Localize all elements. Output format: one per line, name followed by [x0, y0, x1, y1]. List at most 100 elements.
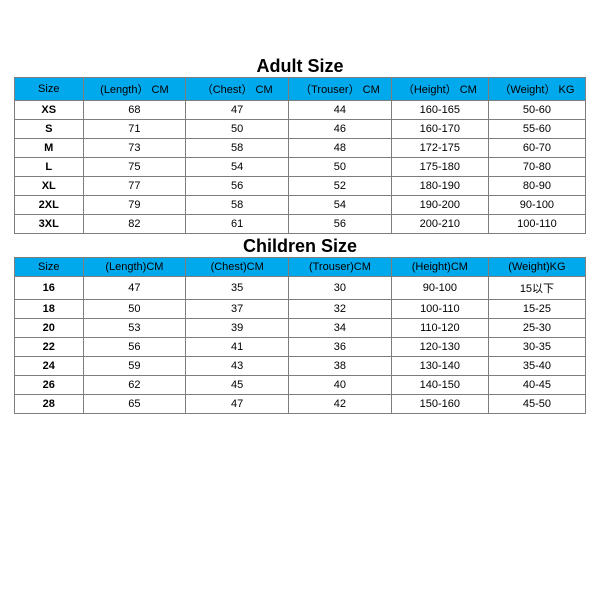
children-col-1: (Length)CM: [83, 258, 186, 277]
table-cell: 15-25: [488, 300, 585, 319]
table-cell: 26: [15, 376, 84, 395]
adult-size-table: Size(Length） CM（Chest） CM（Trouser） CM（He…: [14, 77, 586, 234]
table-cell: 75: [83, 158, 186, 177]
table-cell: 43: [186, 357, 289, 376]
table-row: 22564136120-13030-35: [15, 338, 586, 357]
table-cell: 25-30: [488, 319, 585, 338]
adult-header-row: Size(Length） CM（Chest） CM（Trouser） CM（He…: [15, 78, 586, 101]
table-row: 28654742150-16045-50: [15, 395, 586, 414]
table-cell: 36: [289, 338, 392, 357]
table-cell: 56: [186, 177, 289, 196]
table-cell: 32: [289, 300, 392, 319]
table-cell: 16: [15, 277, 84, 300]
table-cell: 53: [83, 319, 186, 338]
adult-col-3: （Trouser） CM: [289, 78, 392, 101]
children-col-2: (Chest)CM: [186, 258, 289, 277]
table-cell: 52: [289, 177, 392, 196]
table-cell: 60-70: [488, 139, 585, 158]
table-cell: 58: [186, 196, 289, 215]
table-cell: 50: [289, 158, 392, 177]
table-cell: 37: [186, 300, 289, 319]
adult-col-4: （Height） CM: [391, 78, 488, 101]
table-cell: 39: [186, 319, 289, 338]
table-cell: XS: [15, 101, 84, 120]
children-col-4: (Height)CM: [391, 258, 488, 277]
table-cell: 15以下: [488, 277, 585, 300]
table-cell: 47: [186, 395, 289, 414]
table-cell: 34: [289, 319, 392, 338]
table-cell: 90-100: [488, 196, 585, 215]
table-cell: XL: [15, 177, 84, 196]
table-cell: 35-40: [488, 357, 585, 376]
table-cell: 45-50: [488, 395, 585, 414]
table-row: 1647353090-10015以下: [15, 277, 586, 300]
adult-col-0: Size: [15, 78, 84, 101]
table-cell: 175-180: [391, 158, 488, 177]
table-cell: 18: [15, 300, 84, 319]
table-cell: 150-160: [391, 395, 488, 414]
table-cell: 73: [83, 139, 186, 158]
size-chart-canvas: Adult Size Size(Length） CM（Chest） CM（Tro…: [0, 0, 600, 600]
table-cell: 54: [289, 196, 392, 215]
table-cell: 47: [186, 101, 289, 120]
table-cell: 40: [289, 376, 392, 395]
table-row: 24594338130-14035-40: [15, 357, 586, 376]
table-cell: 160-170: [391, 120, 488, 139]
table-cell: 80-90: [488, 177, 585, 196]
children-col-0: Size: [15, 258, 84, 277]
table-cell: 30: [289, 277, 392, 300]
table-cell: 38: [289, 357, 392, 376]
adult-size-title: Adult Size: [14, 56, 586, 77]
children-size-table: Size(Length)CM(Chest)CM(Trouser)CM(Heigh…: [14, 257, 586, 414]
table-cell: 20: [15, 319, 84, 338]
table-cell: 2XL: [15, 196, 84, 215]
table-cell: 55-60: [488, 120, 585, 139]
table-row: S715046160-17055-60: [15, 120, 586, 139]
table-cell: 28: [15, 395, 84, 414]
table-cell: 61: [186, 215, 289, 234]
table-cell: L: [15, 158, 84, 177]
table-cell: 65: [83, 395, 186, 414]
table-cell: 54: [186, 158, 289, 177]
table-cell: 79: [83, 196, 186, 215]
table-cell: 42: [289, 395, 392, 414]
table-cell: S: [15, 120, 84, 139]
children-table-head: Size(Length)CM(Chest)CM(Trouser)CM(Heigh…: [15, 258, 586, 277]
table-cell: 71: [83, 120, 186, 139]
table-cell: 56: [289, 215, 392, 234]
table-cell: 82: [83, 215, 186, 234]
table-cell: 100-110: [488, 215, 585, 234]
table-cell: 46: [289, 120, 392, 139]
table-cell: 200-210: [391, 215, 488, 234]
table-cell: 45: [186, 376, 289, 395]
table-row: XS684744160-16550-60: [15, 101, 586, 120]
table-cell: 62: [83, 376, 186, 395]
table-row: 26624540140-15040-45: [15, 376, 586, 395]
table-cell: 50: [186, 120, 289, 139]
table-cell: 50-60: [488, 101, 585, 120]
table-cell: 50: [83, 300, 186, 319]
children-col-3: (Trouser)CM: [289, 258, 392, 277]
table-cell: 44: [289, 101, 392, 120]
children-size-title: Children Size: [14, 236, 586, 257]
table-cell: 41: [186, 338, 289, 357]
table-row: 20533934110-12025-30: [15, 319, 586, 338]
table-cell: 30-35: [488, 338, 585, 357]
table-cell: 90-100: [391, 277, 488, 300]
table-row: M735848172-17560-70: [15, 139, 586, 158]
table-row: 18503732100-11015-25: [15, 300, 586, 319]
table-cell: 68: [83, 101, 186, 120]
table-cell: 160-165: [391, 101, 488, 120]
table-cell: 172-175: [391, 139, 488, 158]
table-cell: 180-190: [391, 177, 488, 196]
adult-table-body: XS684744160-16550-60S715046160-17055-60M…: [15, 101, 586, 234]
table-cell: 130-140: [391, 357, 488, 376]
table-cell: 77: [83, 177, 186, 196]
table-cell: 24: [15, 357, 84, 376]
table-cell: 140-150: [391, 376, 488, 395]
table-cell: M: [15, 139, 84, 158]
table-row: 2XL795854190-20090-100: [15, 196, 586, 215]
table-cell: 35: [186, 277, 289, 300]
children-col-5: (Weight)KG: [488, 258, 585, 277]
adult-col-2: （Chest） CM: [186, 78, 289, 101]
